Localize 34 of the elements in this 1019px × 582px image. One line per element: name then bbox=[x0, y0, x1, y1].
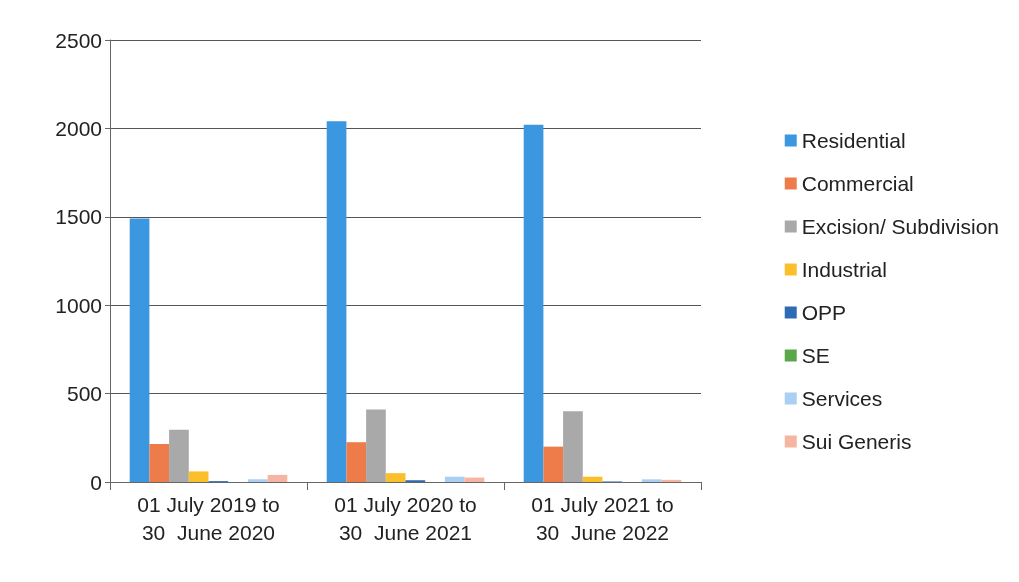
bar bbox=[444, 476, 465, 482]
legend-label: Residential bbox=[801, 129, 906, 152]
bar bbox=[188, 471, 209, 482]
legend-label: Commercial bbox=[801, 172, 914, 195]
bar bbox=[267, 474, 288, 482]
bar bbox=[543, 446, 564, 482]
y-tick-label: 1500 bbox=[55, 205, 102, 229]
bar bbox=[366, 409, 386, 482]
y-tick-label: 2500 bbox=[55, 28, 102, 52]
bar bbox=[523, 124, 544, 482]
x-tick-label: 01 July 2020 to 30 June 2021 bbox=[334, 492, 477, 544]
legend-label: OPP bbox=[801, 301, 847, 324]
bar bbox=[385, 473, 406, 482]
legend-label: SE bbox=[801, 344, 830, 367]
legend-label: Excision/ Subdivision bbox=[801, 215, 999, 238]
y-tick-label: 1000 bbox=[55, 293, 102, 317]
bar bbox=[563, 411, 583, 482]
bar bbox=[661, 479, 682, 482]
bar bbox=[582, 476, 603, 482]
legend-label: Industrial bbox=[801, 258, 887, 281]
x-tick-label: 01 July 2021 to 30 June 2022 bbox=[531, 492, 674, 544]
bar bbox=[169, 429, 189, 482]
x-tick-label: 01 July 2019 to 30 June 2020 bbox=[137, 492, 280, 544]
bar bbox=[641, 479, 662, 482]
bar bbox=[149, 443, 170, 482]
bar bbox=[346, 442, 367, 482]
legend-label: Sui Generis bbox=[801, 430, 912, 453]
y-tick-label: 500 bbox=[66, 382, 102, 406]
bar bbox=[129, 218, 150, 482]
y-tick-label: 0 bbox=[90, 470, 102, 494]
bar bbox=[247, 479, 268, 482]
bar bbox=[326, 121, 347, 482]
y-tick-label: 2000 bbox=[55, 116, 102, 140]
legend-label: Services bbox=[801, 387, 883, 410]
